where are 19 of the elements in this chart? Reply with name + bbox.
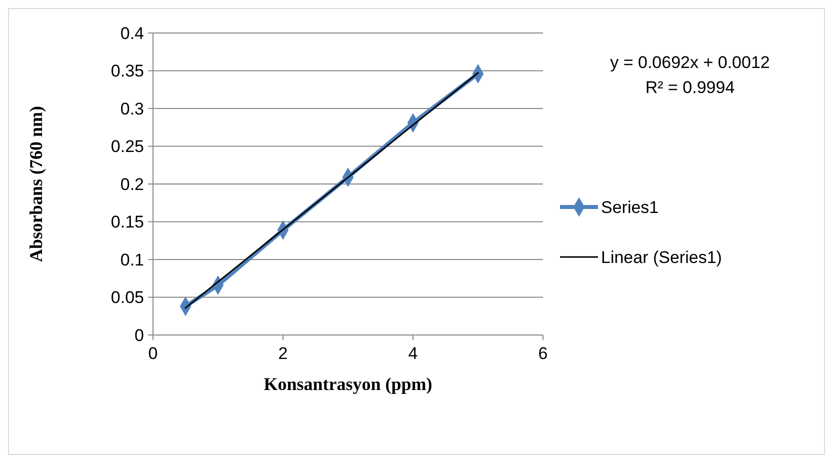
y-tick-label: 0.35: [110, 62, 144, 81]
y-tick-label: 0.4: [120, 24, 144, 43]
y-tick-label: 0.15: [110, 212, 144, 232]
x-tick-label: 0: [148, 344, 158, 363]
x-axis-title: Konsantrasyon (ppm): [264, 374, 432, 394]
x-tick-label: 4: [408, 344, 418, 363]
y-tick-label: 0.25: [110, 137, 144, 156]
y-tick-label: 0.05: [110, 288, 144, 308]
y-tick-label: 0.1: [120, 250, 144, 270]
y-tick-label: 0: [134, 326, 144, 345]
text: y = 0.0692x + 0.0012: [610, 53, 770, 72]
y-tick-label: 0.2: [120, 174, 144, 194]
legend-label: Series1: [601, 198, 659, 217]
legend-label: Linear (Series1): [601, 248, 722, 267]
y-tick-label: 0.3: [120, 99, 144, 118]
x-tick-label: 6: [538, 344, 548, 363]
y-axis-title: Absorbans (760 nm): [26, 106, 46, 262]
x-tick-label: 2: [278, 344, 288, 363]
text: R² = 0.9994: [645, 78, 735, 97]
